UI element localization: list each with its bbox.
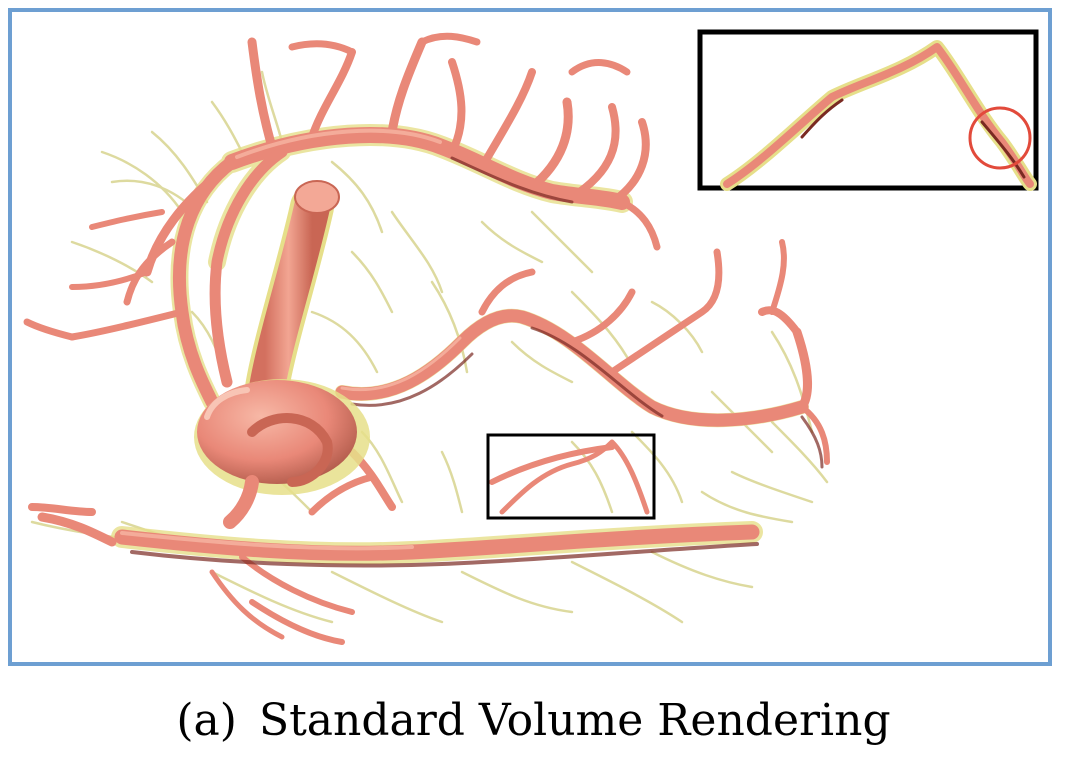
zoom-inset bbox=[697, 29, 1039, 191]
rendering-panel bbox=[8, 8, 1052, 666]
zoom-source-box bbox=[486, 433, 656, 520]
vessel-highlights bbox=[120, 128, 462, 551]
caption-text: Standard Volume Rendering bbox=[258, 695, 891, 746]
major-vessels bbox=[23, 32, 830, 645]
vessel-rendering bbox=[23, 29, 1039, 645]
highlight-circle bbox=[968, 106, 1032, 170]
figure-caption: (a) Standard Volume Rendering bbox=[0, 695, 1067, 746]
panel-label: (a) bbox=[176, 695, 237, 746]
fine-vessels bbox=[30, 70, 829, 624]
aneurysm-sac bbox=[194, 379, 370, 529]
vessel-shadows bbox=[130, 156, 824, 568]
